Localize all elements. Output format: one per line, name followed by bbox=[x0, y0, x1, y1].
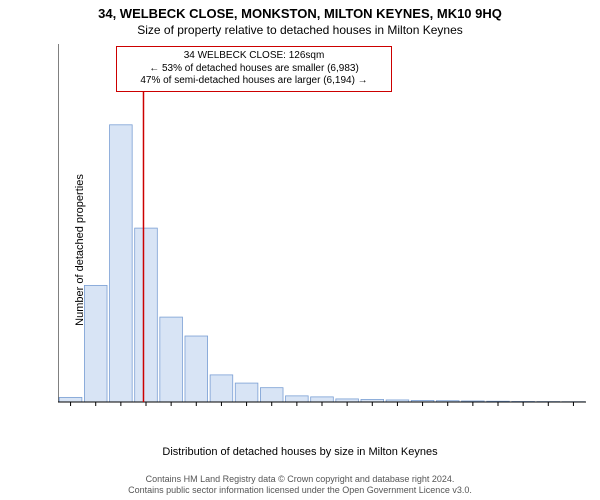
plot-area: 010002000300040005000600070001sqm44sqm87… bbox=[58, 44, 586, 408]
info-box: 34 WELBECK CLOSE: 126sqm ← 53% of detach… bbox=[116, 46, 392, 92]
bar bbox=[260, 388, 283, 402]
x-axis-label: Distribution of detached houses by size … bbox=[0, 446, 600, 458]
info-line-2: ← 53% of detached houses are smaller (6,… bbox=[123, 63, 385, 76]
y-axis-label: Number of detached properties bbox=[74, 174, 86, 326]
info-line-3: 47% of semi-detached houses are larger (… bbox=[123, 75, 385, 88]
chart-title: 34, WELBECK CLOSE, MONKSTON, MILTON KEYN… bbox=[8, 6, 592, 21]
bar bbox=[311, 397, 334, 402]
bar bbox=[185, 336, 208, 402]
bar bbox=[135, 228, 158, 402]
bar bbox=[59, 397, 82, 402]
bar bbox=[235, 383, 258, 402]
chart-svg: 010002000300040005000600070001sqm44sqm87… bbox=[58, 44, 586, 408]
chart-container: 34, WELBECK CLOSE, MONKSTON, MILTON KEYN… bbox=[0, 0, 600, 500]
bar bbox=[210, 375, 233, 402]
footnote: Contains HM Land Registry data © Crown c… bbox=[0, 474, 600, 497]
bar bbox=[160, 317, 183, 402]
footnote-line-1: Contains HM Land Registry data © Crown c… bbox=[0, 474, 600, 485]
footnote-line-2: Contains public sector information licen… bbox=[0, 485, 600, 496]
bar bbox=[110, 125, 133, 402]
info-line-1: 34 WELBECK CLOSE: 126sqm bbox=[123, 50, 385, 63]
bar bbox=[84, 285, 107, 402]
chart-subtitle: Size of property relative to detached ho… bbox=[8, 23, 592, 37]
bar bbox=[286, 396, 309, 402]
